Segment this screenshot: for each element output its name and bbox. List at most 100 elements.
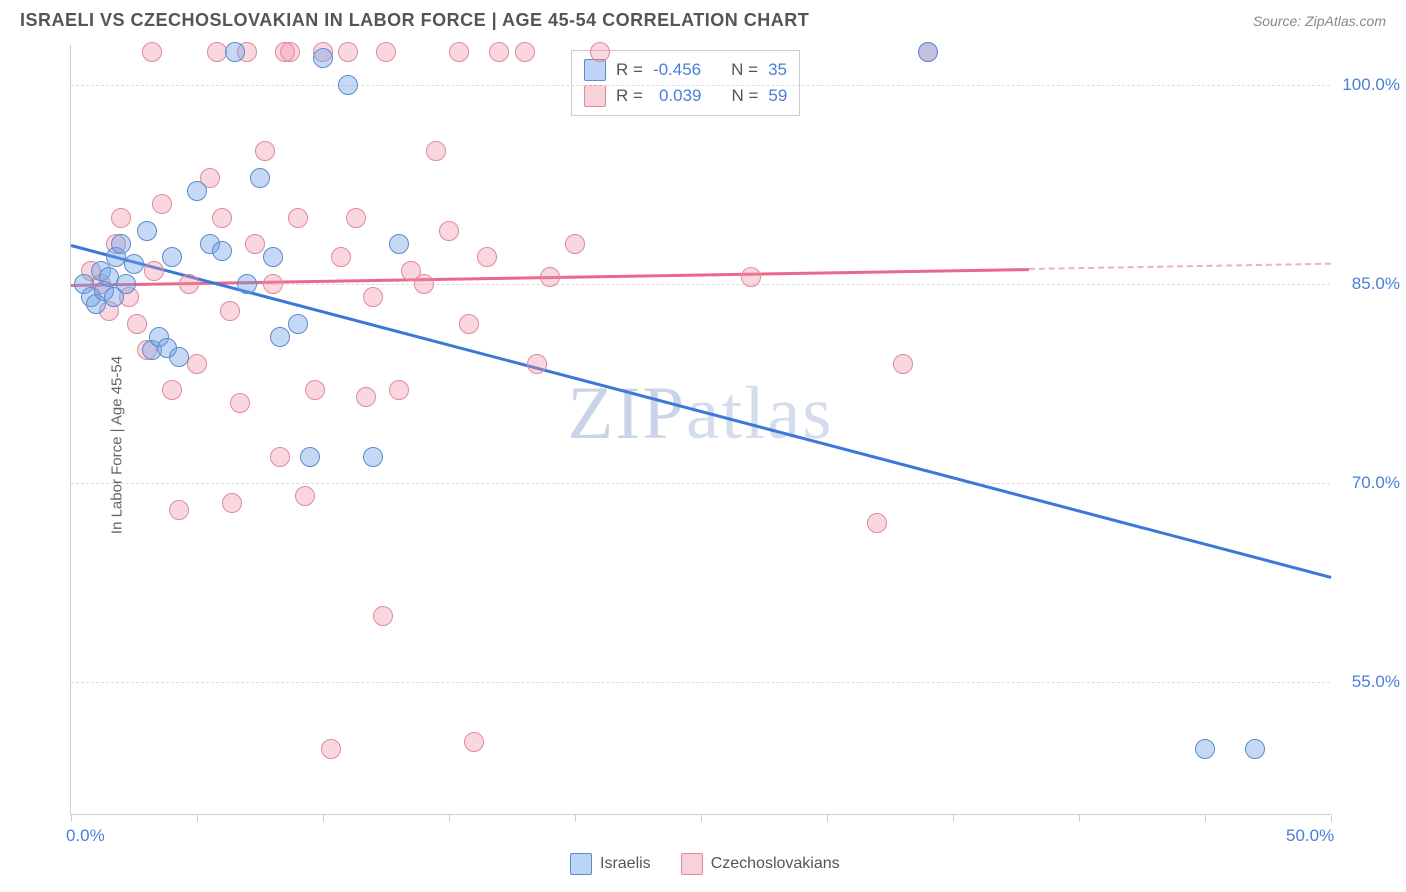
data-point (142, 42, 162, 62)
data-point (137, 221, 157, 241)
data-point (590, 42, 610, 62)
correlation-row-czech: R = 0.039 N = 59 (584, 83, 787, 109)
data-point (124, 254, 144, 274)
data-point (212, 241, 232, 261)
x-tick-label: 0.0% (66, 826, 105, 846)
x-tick (449, 814, 450, 822)
data-point (187, 181, 207, 201)
data-point (275, 42, 295, 62)
trend-line (71, 244, 1332, 579)
x-tick (323, 814, 324, 822)
data-point (464, 732, 484, 752)
data-point (376, 42, 396, 62)
data-point (439, 221, 459, 241)
data-point (270, 327, 290, 347)
data-point (414, 274, 434, 294)
data-point (225, 42, 245, 62)
data-point (893, 354, 913, 374)
r-value-czech: 0.039 (653, 86, 702, 106)
data-point (373, 606, 393, 626)
data-point (111, 208, 131, 228)
data-point (1245, 739, 1265, 759)
data-point (157, 338, 177, 358)
data-point (230, 393, 250, 413)
data-point (255, 141, 275, 161)
swatch-pink-icon (681, 853, 703, 875)
data-point (565, 234, 585, 254)
correlation-row-israelis: R = -0.456 N = 35 (584, 57, 787, 83)
data-point (220, 301, 240, 321)
y-tick-label: 55.0% (1352, 672, 1400, 692)
data-point (1195, 739, 1215, 759)
legend: Israelis Czechoslovakians (570, 853, 840, 875)
x-tick (1331, 814, 1332, 822)
x-tick (1079, 814, 1080, 822)
data-point (449, 42, 469, 62)
data-point (331, 247, 351, 267)
n-value-israelis: 35 (768, 60, 787, 80)
data-point (270, 447, 290, 467)
data-point (127, 314, 147, 334)
swatch-pink-icon (584, 85, 606, 107)
data-point (152, 194, 172, 214)
x-tick (71, 814, 72, 822)
data-point (477, 247, 497, 267)
data-point (489, 42, 509, 62)
data-point (300, 447, 320, 467)
data-point (363, 287, 383, 307)
y-tick-label: 100.0% (1342, 75, 1400, 95)
data-point (389, 234, 409, 254)
data-point (389, 380, 409, 400)
x-tick (1205, 814, 1206, 822)
data-point (295, 486, 315, 506)
data-point (867, 513, 887, 533)
data-point (162, 247, 182, 267)
source-attribution: Source: ZipAtlas.com (1253, 13, 1386, 29)
data-point (250, 168, 270, 188)
gridline (71, 483, 1330, 484)
legend-label-czech: Czechoslovakians (711, 855, 840, 873)
data-point (338, 75, 358, 95)
y-tick-label: 70.0% (1352, 473, 1400, 493)
data-point (288, 314, 308, 334)
watermark: ZIPatlas (568, 371, 834, 457)
data-point (187, 354, 207, 374)
x-tick (827, 814, 828, 822)
data-point (111, 234, 131, 254)
data-point (144, 261, 164, 281)
data-point (540, 267, 560, 287)
data-point (162, 380, 182, 400)
n-value-czech: 59 (768, 86, 787, 106)
data-point (305, 380, 325, 400)
data-point (263, 274, 283, 294)
data-point (515, 42, 535, 62)
x-tick-label: 50.0% (1286, 826, 1334, 846)
x-tick (953, 814, 954, 822)
data-point (313, 48, 333, 68)
n-label: N = (731, 60, 758, 80)
swatch-blue-icon (570, 853, 592, 875)
chart-container: In Labor Force | Age 45-54 ZIPatlas R = … (50, 45, 1390, 845)
legend-label-israelis: Israelis (600, 855, 651, 873)
n-label: N = (731, 86, 758, 106)
gridline (71, 682, 1330, 683)
x-tick (575, 814, 576, 822)
legend-item-czech: Czechoslovakians (681, 853, 840, 875)
plot-area: ZIPatlas R = -0.456 N = 35 R = 0.039 N =… (70, 45, 1330, 815)
legend-item-israelis: Israelis (570, 853, 651, 875)
data-point (237, 274, 257, 294)
trend-line (1029, 263, 1331, 270)
x-tick (701, 814, 702, 822)
data-point (918, 42, 938, 62)
data-point (741, 267, 761, 287)
data-point (459, 314, 479, 334)
data-point (169, 500, 189, 520)
data-point (527, 354, 547, 374)
gridline (71, 284, 1330, 285)
data-point (356, 387, 376, 407)
data-point (222, 493, 242, 513)
swatch-blue-icon (584, 59, 606, 81)
data-point (179, 274, 199, 294)
x-tick (197, 814, 198, 822)
data-point (338, 42, 358, 62)
